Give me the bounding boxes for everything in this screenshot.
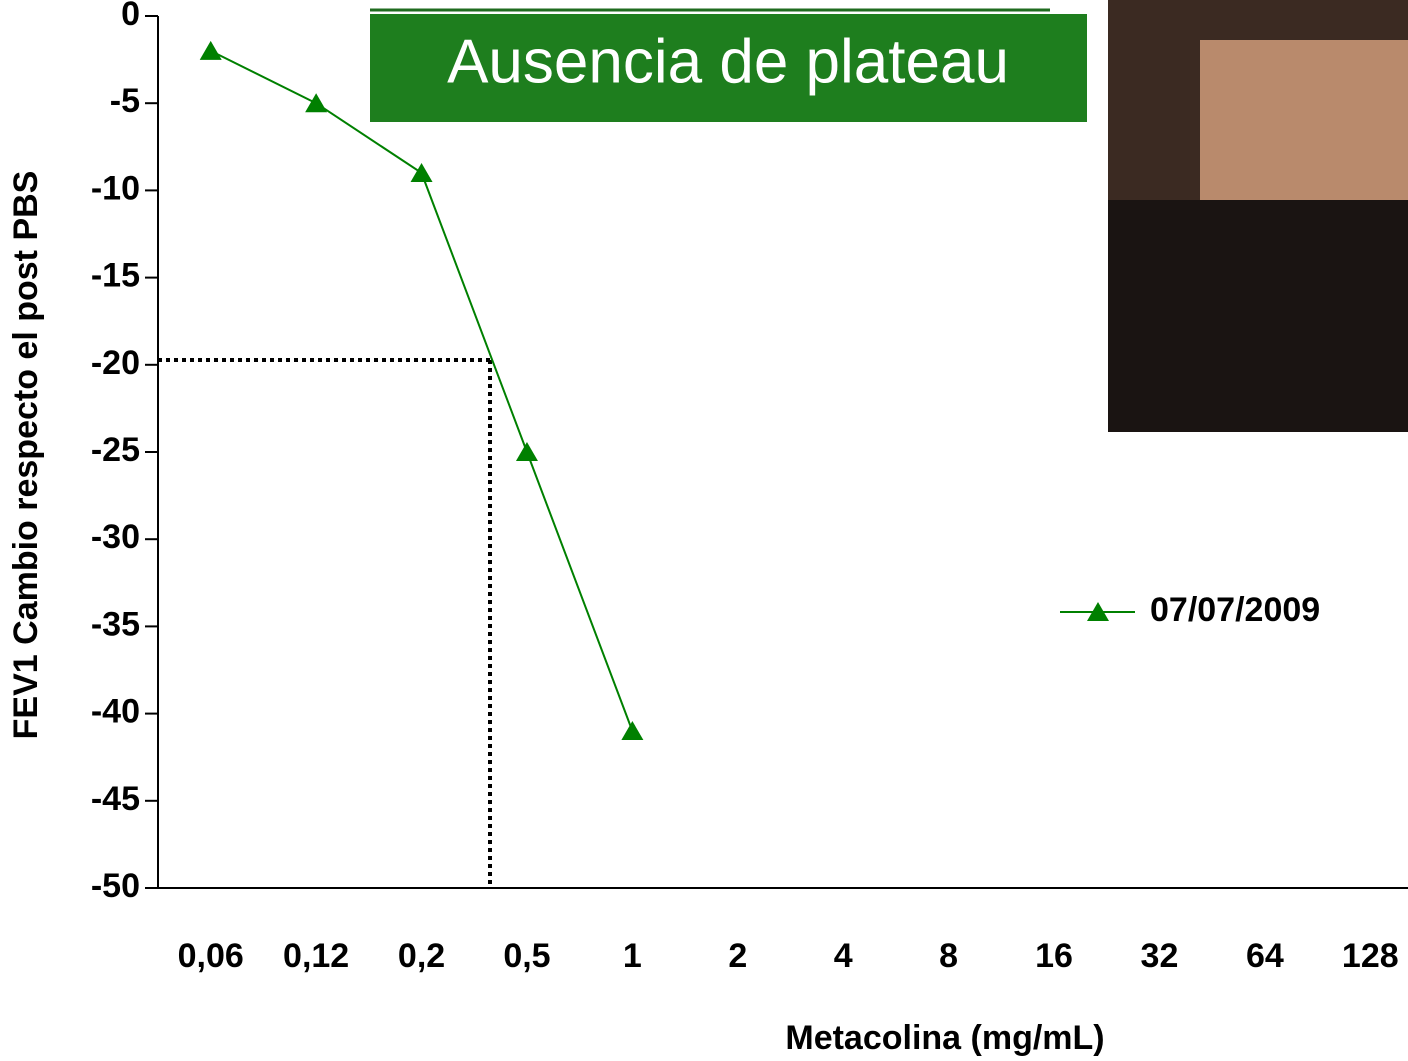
y-tick-label: -5	[110, 82, 140, 120]
y-tick-label: -20	[91, 344, 140, 382]
x-tick-label: 128	[1342, 937, 1399, 975]
y-tick-label: -45	[91, 780, 140, 818]
x-tick-label: 0,12	[283, 937, 349, 975]
y-tick-label: -15	[91, 257, 140, 295]
y-axis-label: FEV1 Cambio respecto el post PBS	[7, 171, 45, 740]
legend-marker	[1087, 602, 1109, 621]
y-tick-label: -30	[91, 518, 140, 556]
x-tick-label: 64	[1246, 937, 1284, 975]
x-tick-label: 0,06	[178, 937, 244, 975]
x-axis-label: Metacolina (mg/mL)	[785, 1019, 1104, 1057]
y-tick-label: -10	[91, 169, 140, 207]
x-tick-label: 0,2	[398, 937, 445, 975]
marker	[515, 442, 538, 461]
marker	[410, 162, 433, 182]
x-tick-label: 4	[834, 937, 853, 975]
y-tick-label: -35	[91, 605, 140, 643]
x-tick-label: 8	[939, 937, 958, 975]
series-line	[210, 49, 634, 732]
x-tick-label: 2	[728, 937, 747, 975]
marker	[305, 93, 328, 113]
y-tick-label: 0	[121, 0, 140, 33]
title-box	[370, 14, 1087, 122]
chart-title: Ausencia de plateau	[447, 27, 1009, 96]
y-tick-label: -40	[91, 693, 140, 731]
marker	[621, 721, 644, 741]
legend-label: 07/07/2009	[1150, 591, 1320, 629]
y-tick-label: -25	[91, 431, 140, 469]
x-tick-label: 1	[623, 937, 642, 975]
x-tick-label: 32	[1141, 937, 1179, 975]
y-tick-label: -50	[91, 867, 140, 905]
x-tick-label: 0,5	[503, 937, 550, 975]
photo-detail	[1108, 200, 1408, 432]
marker	[199, 40, 222, 60]
x-tick-label: 16	[1035, 937, 1073, 975]
